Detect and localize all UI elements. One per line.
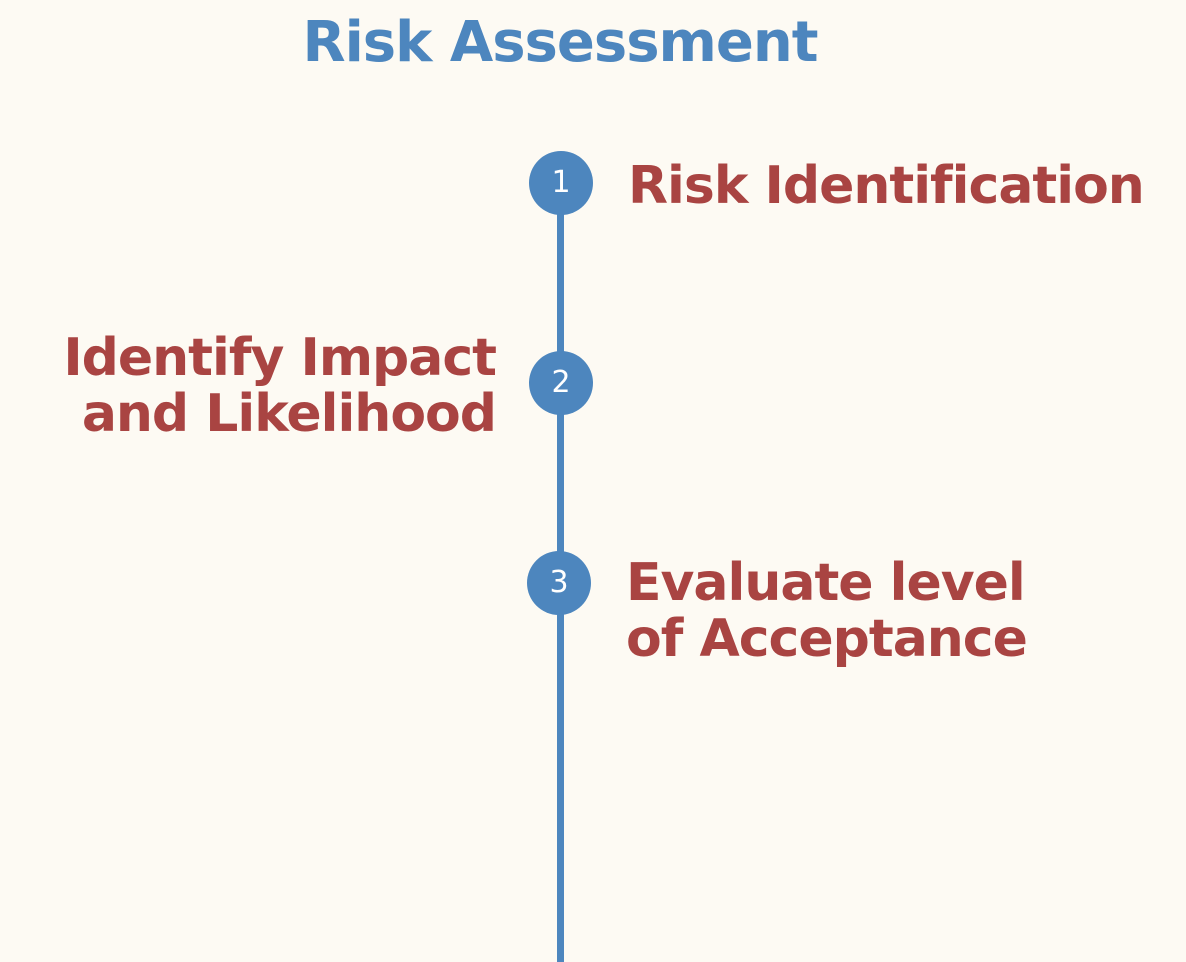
step-1-label: Risk Identification [628,156,1145,216]
diagram-title: Risk Assessment [302,10,818,75]
step-1-node: 1 [529,151,593,215]
step-3-label: Evaluate level of Acceptance [626,553,1028,669]
step-2-label: Identify Impact and Likelihood [63,328,497,444]
step-3-node: 3 [527,551,591,615]
step-2-node: 2 [529,351,593,415]
